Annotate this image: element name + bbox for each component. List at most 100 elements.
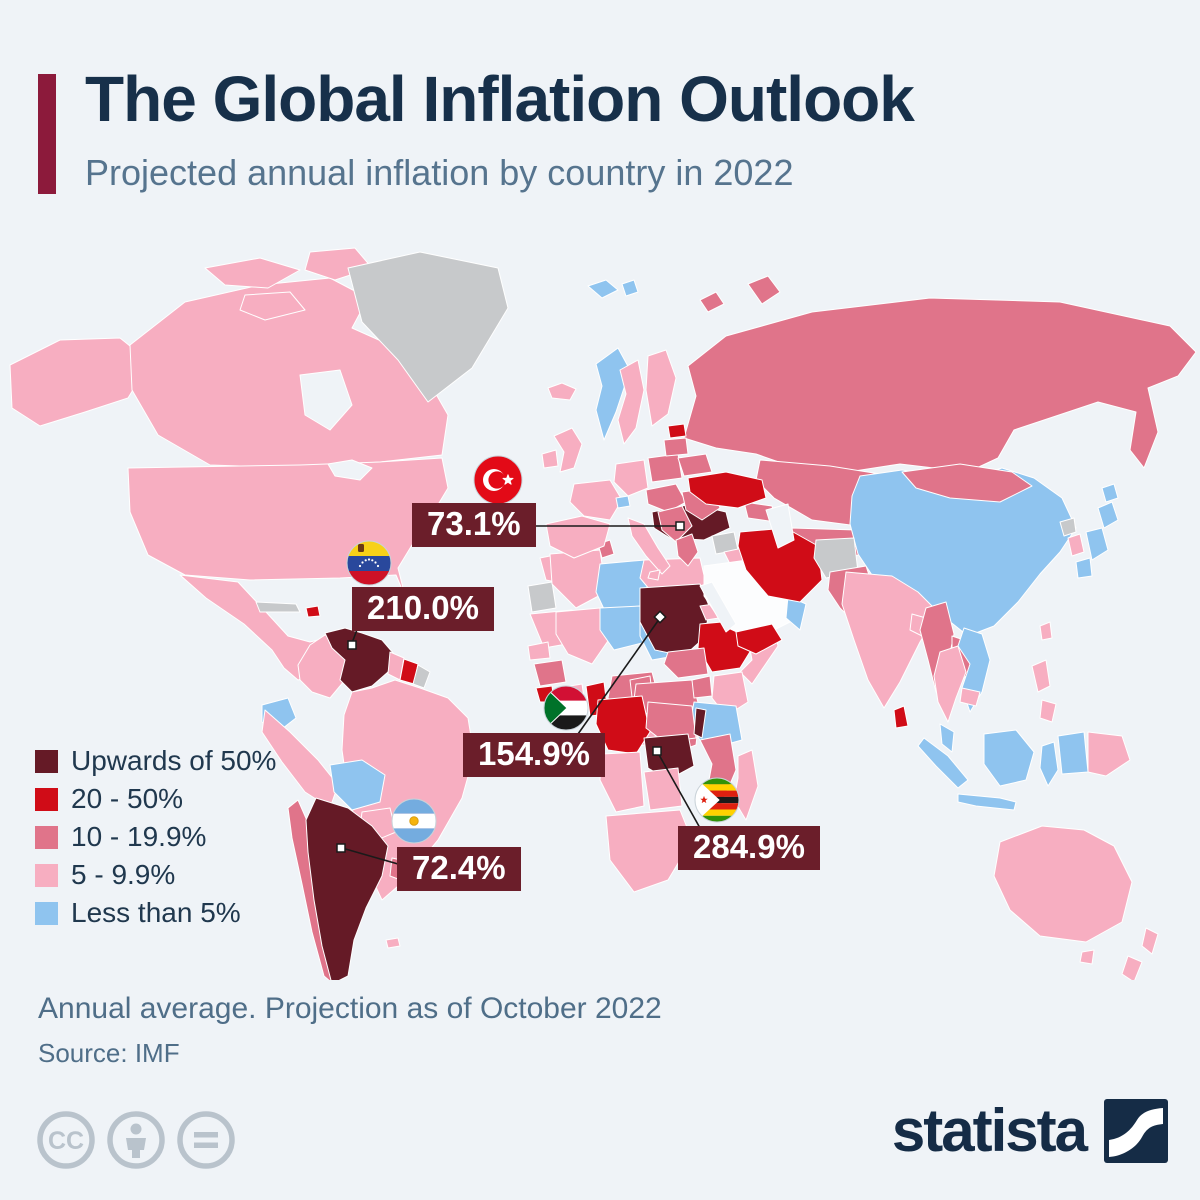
region-philippines <box>1039 699 1057 723</box>
continent-oceania <box>993 825 1159 980</box>
venezuela-flag-icon <box>346 540 392 586</box>
region-baltics <box>663 437 689 457</box>
region-north-korea <box>1059 517 1077 537</box>
region-iceland <box>547 382 577 401</box>
region-balkans <box>657 505 693 543</box>
region-namibia <box>599 751 645 813</box>
legend-label: 20 - 50% <box>71 783 184 814</box>
turkey-flag-icon <box>473 455 523 505</box>
region-madagascar <box>733 749 759 821</box>
region-ukraine <box>687 471 767 509</box>
region-italy <box>627 517 671 575</box>
red-sea <box>699 581 737 633</box>
cc-icon[interactable] <box>37 1111 95 1169</box>
region-new-zealand <box>1121 955 1143 980</box>
region-western-sahara <box>527 581 557 613</box>
argentina-flag-icon <box>391 798 437 844</box>
region-iran <box>737 527 823 603</box>
zimbabwe-marker <box>652 746 662 756</box>
region-south-sudan <box>663 647 709 679</box>
region-sri-lanka <box>893 705 909 729</box>
region-malaysia <box>939 723 955 753</box>
region-germany <box>613 459 649 497</box>
region-cuba <box>255 601 301 613</box>
argentina-connector-line <box>341 847 399 865</box>
sudan-flag-icon <box>543 685 589 731</box>
region-philippines <box>1031 659 1051 693</box>
region-finland <box>645 349 677 427</box>
flag-badges <box>346 455 740 844</box>
region-mongolia <box>901 463 1033 503</box>
legend-item-10-19: 10 - 19.9% <box>35 821 276 853</box>
region-estonia <box>667 423 687 439</box>
statista-wordmark: statista <box>891 1097 1088 1164</box>
region-botswana <box>643 767 683 811</box>
legend-label: 5 - 9.9% <box>71 859 176 890</box>
region-argentina <box>305 797 389 980</box>
region-niger <box>599 605 647 651</box>
no-derivatives-icon[interactable] <box>177 1111 235 1169</box>
zimbabwe-connector-line <box>657 752 701 829</box>
region-sweden <box>617 359 645 445</box>
region-new-zealand <box>1141 927 1159 955</box>
sudan-connector-line <box>577 617 661 735</box>
legend-item-less-5: Less than 5% <box>35 897 276 929</box>
region-tasmania <box>1079 949 1095 965</box>
region-japan <box>1075 557 1093 579</box>
region-french-guiana <box>412 664 431 689</box>
region-switzerland <box>615 495 631 509</box>
turkey-callout-value: 73.1% <box>412 503 536 548</box>
region-japan <box>1085 527 1109 561</box>
attribution-person-icon[interactable] <box>107 1111 165 1169</box>
legend-swatch-20-50 <box>35 787 58 811</box>
world-choropleth-map <box>9 247 1197 980</box>
region-malawi <box>693 707 707 739</box>
legend-label: Upwards of 50% <box>71 745 277 776</box>
region-japan <box>1097 501 1119 529</box>
legend-label: Less than 5% <box>71 897 241 928</box>
region-zimbabwe <box>643 733 695 781</box>
region-uk <box>553 427 583 473</box>
argentina-marker <box>336 843 346 853</box>
region-south-korea <box>1067 533 1085 557</box>
page-subtitle: Projected annual inflation by country in… <box>85 152 794 193</box>
zimbabwe-flag-icon <box>694 777 740 823</box>
region-alaska <box>9 337 151 427</box>
legend-item-over-50: Upwards of 50% <box>35 745 276 777</box>
region-papua-new-guinea <box>1087 731 1131 777</box>
turkey-marker <box>675 521 685 531</box>
sudan-marker <box>653 610 667 624</box>
region-guinea <box>533 659 567 687</box>
venezuela-callout-value: 210.0% <box>352 587 494 632</box>
sudan-callout-value: 154.9% <box>463 733 605 778</box>
region-australia <box>993 825 1133 943</box>
region-indonesia-borneo <box>983 729 1035 787</box>
region-indonesia-papua <box>1057 731 1089 775</box>
person-glyph <box>126 1123 146 1158</box>
region-greece <box>675 533 699 567</box>
region-canada-arctic <box>204 257 301 289</box>
region-canada-arctic <box>239 291 306 321</box>
region-novaya-zemlya <box>747 275 781 305</box>
page-title: The Global Inflation Outlook <box>85 63 915 135</box>
statista-branding[interactable]: statista <box>892 1096 1168 1165</box>
region-novaya-zemlya <box>699 291 725 313</box>
region-italy-sicily <box>647 569 661 581</box>
license-icons[interactable]: CC <box>36 1106 276 1174</box>
region-svalbard <box>587 279 619 299</box>
legend-swatch-over-50 <box>35 749 58 773</box>
region-taiwan <box>1039 621 1053 641</box>
continent-europe <box>541 279 767 581</box>
region-belarus <box>677 453 713 477</box>
legend-item-5-9: 5 - 9.9% <box>35 859 276 891</box>
argentina-callout-value: 72.4% <box>397 847 521 892</box>
region-yemen <box>735 623 783 655</box>
region-uganda <box>691 675 713 699</box>
region-hispaniola <box>305 605 321 618</box>
region-svalbard <box>621 279 639 297</box>
region-greenland <box>347 251 509 403</box>
legend-swatch-less-5 <box>35 901 58 925</box>
region-usa <box>127 457 449 609</box>
legend-swatch-10-19 <box>35 825 58 849</box>
